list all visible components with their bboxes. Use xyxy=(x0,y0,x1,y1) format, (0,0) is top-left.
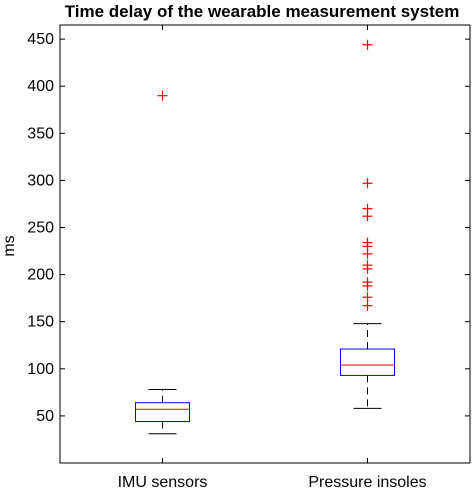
y-tick-label: 450 xyxy=(27,31,54,48)
outlier-marker xyxy=(362,280,373,291)
chart-title: Time delay of the wearable measurement s… xyxy=(65,2,460,21)
y-tick-label: 350 xyxy=(27,125,54,142)
y-tick-label: 150 xyxy=(27,314,54,331)
iqr-box xyxy=(340,348,395,376)
y-tick-label: 200 xyxy=(27,267,54,284)
outlier-marker xyxy=(362,211,373,222)
y-axis: 50 100 150 200 250 300 350 400 450 xyxy=(27,31,470,425)
x-category-label: Pressure insoles xyxy=(308,474,426,491)
box-group xyxy=(135,90,190,435)
box-group xyxy=(340,39,395,409)
iqr-box xyxy=(135,402,190,423)
outlier-marker xyxy=(362,248,373,259)
boxplot-series xyxy=(135,39,395,435)
y-tick-label: 250 xyxy=(27,220,54,237)
plot-area-frame xyxy=(59,24,471,464)
outlier-marker xyxy=(362,300,373,311)
x-axis: IMU sensors Pressure insoles xyxy=(118,25,427,491)
y-tick-label: 100 xyxy=(27,361,54,378)
x-category-label: IMU sensors xyxy=(118,474,208,491)
y-tick-label: 400 xyxy=(27,78,54,95)
outlier-marker xyxy=(362,178,373,189)
y-axis-label: ms xyxy=(1,235,18,256)
y-tick-label: 300 xyxy=(27,172,54,189)
outlier-marker xyxy=(157,90,168,101)
y-tick-label: 50 xyxy=(36,408,54,425)
outlier-marker xyxy=(362,263,373,274)
outlier-marker xyxy=(362,292,373,303)
outlier-marker xyxy=(362,39,373,50)
